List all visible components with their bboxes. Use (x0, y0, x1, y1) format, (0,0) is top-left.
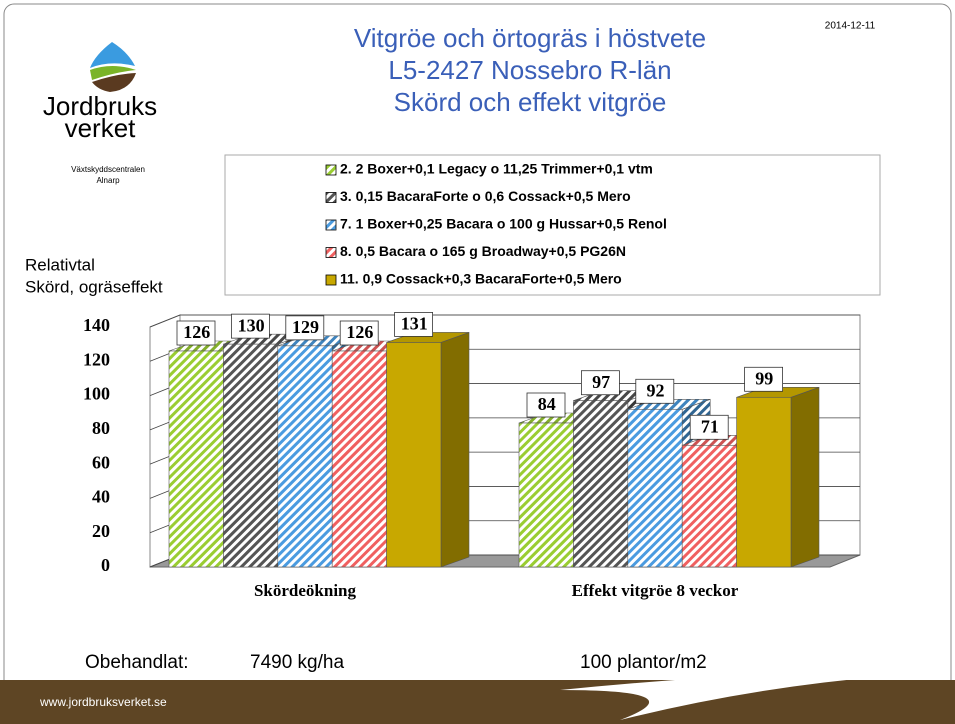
value-box (744, 366, 783, 392)
unit: Växtskyddscentralen (71, 165, 145, 174)
bar-side (440, 332, 470, 568)
value-label: 126 (183, 322, 210, 342)
legend-swatch (325, 164, 337, 176)
legend-label: 3. 0,15 BacaraForte o 0,6 Cossack+0,5 Me… (340, 188, 631, 204)
y-tick-label: 140 (83, 315, 110, 335)
title: Skörd och effekt vitgröe (394, 87, 667, 117)
date: 2014-12-11 (825, 21, 876, 32)
legend-label: 11. 0,9 Cossack+0,3 BacaraForte+0,5 Mero (340, 271, 622, 287)
value-label: 71 (701, 416, 719, 436)
y-tick-label: 0 (101, 555, 110, 575)
legend-swatch (325, 274, 337, 286)
x-tick-label: Effekt vitgröe 8 veckor (572, 581, 739, 600)
value-label: 92 (647, 380, 665, 400)
legend-swatch (325, 192, 337, 203)
y-tick-label: 40 (92, 487, 110, 507)
bar (277, 345, 333, 568)
logo-text: verket (65, 113, 137, 143)
legend-label: 7. 1 Boxer+0,25 Bacara o 100 g Hussar+0,… (340, 216, 667, 232)
value-label: 97 (592, 372, 610, 392)
bar (223, 343, 279, 568)
value-box (526, 392, 566, 418)
value-box (581, 370, 620, 396)
value-label: 84 (538, 394, 556, 414)
value-box (285, 315, 325, 341)
logo-text: Jordbruks (43, 91, 157, 121)
grid-line (149, 314, 860, 328)
unit: Alnarp (96, 176, 120, 185)
title: L5-2427 Nossebro R-län (388, 55, 671, 85)
value-label: 129 (292, 317, 319, 337)
value-box (230, 313, 270, 339)
bar (386, 342, 442, 568)
bar (681, 444, 737, 568)
value-box (339, 320, 379, 346)
legend-label: 8. 0,5 Bacara o 165 g Broadway+0,5 PG26N (340, 243, 626, 259)
y-tick-label: 80 (92, 418, 110, 438)
note: 100 plantor/m2 (580, 652, 707, 673)
y-label: Skörd, ogräseffekt (25, 277, 163, 296)
bar (627, 408, 683, 568)
value-box (635, 378, 675, 404)
note: Obehandlat: (85, 652, 189, 673)
value-label: 130 (238, 315, 265, 335)
legend-swatch (325, 247, 337, 258)
bar-side (790, 386, 820, 568)
x-tick-label: Skördeökning (254, 581, 357, 600)
value-label: 126 (346, 322, 373, 342)
value-label: 99 (755, 368, 773, 388)
footer-band (0, 680, 955, 724)
y-tick-label: 100 (83, 384, 110, 404)
y-tick-label: 60 (92, 452, 110, 472)
footer: www.jordbruksverket.se (39, 695, 167, 709)
bar (573, 400, 629, 568)
legend-swatch (325, 219, 337, 231)
note: 7490 kg/ha (250, 652, 344, 673)
logo (90, 42, 136, 92)
title: Vitgröe och örtogräs i höstvete (354, 23, 706, 53)
legend-label: 2. 2 Boxer+0,1 Legacy o 11,25 Trimmer+0,… (340, 161, 653, 177)
value-box (394, 312, 434, 337)
bar (736, 396, 792, 568)
value-label: 131 (401, 314, 428, 334)
bar (168, 350, 224, 568)
y-label: Relativtal (25, 255, 95, 274)
swoosh (560, 668, 950, 720)
value-box (689, 414, 729, 440)
bar (518, 422, 574, 568)
bar (331, 350, 387, 568)
y-tick-label: 20 (92, 521, 110, 541)
value-box (176, 320, 216, 346)
y-tick-label: 120 (83, 349, 110, 369)
